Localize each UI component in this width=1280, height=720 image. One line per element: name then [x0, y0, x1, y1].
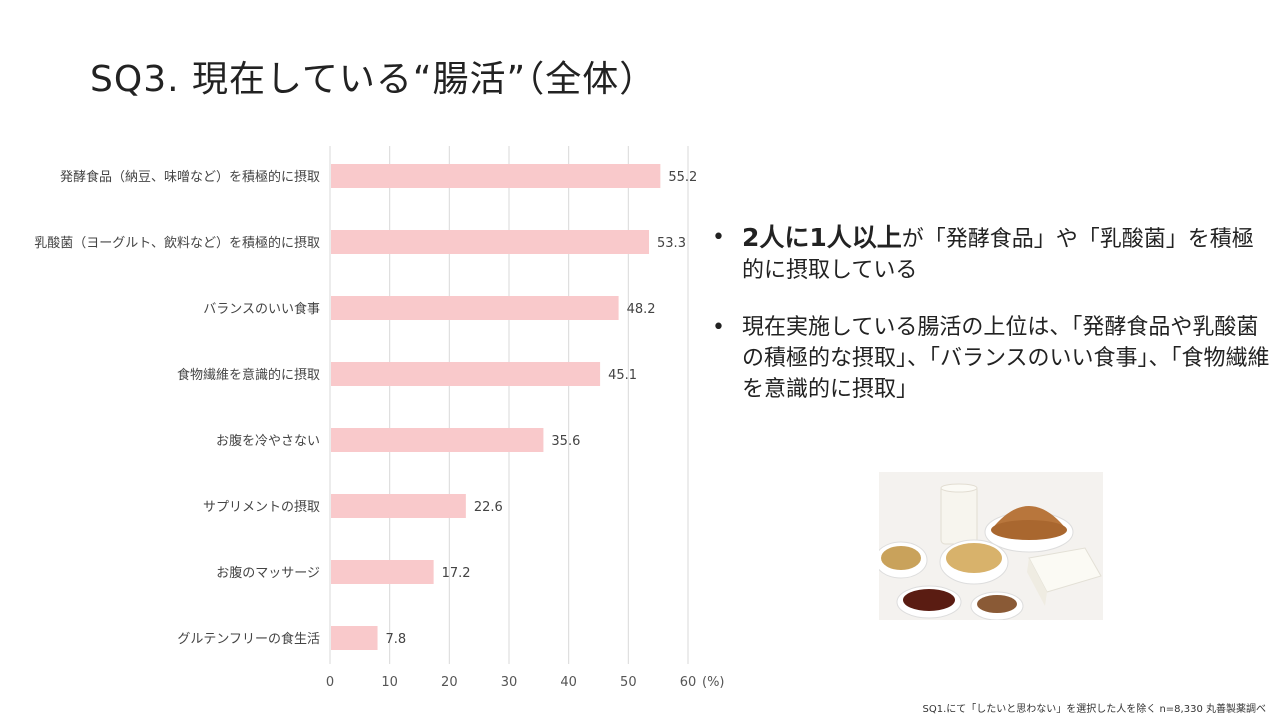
bar: [331, 428, 544, 452]
bar: [331, 626, 378, 650]
category-label: グルテンフリーの食生活: [177, 631, 320, 647]
data-label: 55.2: [668, 170, 697, 185]
x-tick-label: 40: [560, 675, 577, 690]
bar: [331, 164, 661, 188]
x-tick-label: 20: [441, 675, 458, 690]
x-axis-unit: (%): [702, 675, 725, 690]
data-label: 22.6: [474, 500, 503, 515]
category-label: 発酵食品（納豆、味噌など）を積極的に摂取: [60, 169, 320, 185]
category-label: サプリメントの摂取: [203, 499, 320, 515]
bar-chart: 0 10 20 30 40 50 60 (%) 発酵食品（納豆、味噌など）を積極的に摂取 55.2…: [34, 146, 725, 690]
slide-title: SQ3. 現在している“腸活”（全体）: [90, 59, 657, 100]
data-label: 7.8: [386, 632, 407, 647]
bullet-dot: •: [712, 315, 725, 340]
bullet-item-1: • 2人に1人以上が「発酵食品」や「乳酸菌」を積極的に摂取している: [712, 222, 1272, 286]
footnote: SQ1.にて「したいと思わない」を選択した人を除く n=8,330 丸善製薬調べ: [922, 704, 1266, 715]
bar: [331, 230, 650, 254]
x-tick-label: 10: [381, 675, 398, 690]
x-tick-label: 0: [326, 675, 334, 690]
summary-bullets: • 2人に1人以上が「発酵食品」や「乳酸菌」を積極的に摂取している • 現在実施…: [712, 222, 1272, 431]
category-label: 食物繊維を意識的に摂取: [177, 367, 320, 383]
x-tick-label: 60: [680, 675, 697, 690]
bullet-2-text: 現在実施している腸活の上位は、「発酵食品や乳酸菌の積極的な摂取」、「バランスのい…: [742, 315, 1270, 402]
x-tick-label: 50: [620, 675, 637, 690]
bullet-item-2: • 現在実施している腸活の上位は、「発酵食品や乳酸菌の積極的な摂取」、「バランス…: [712, 312, 1272, 405]
category-label: お腹を冷やさない: [216, 433, 320, 449]
x-tick-label: 30: [501, 675, 518, 690]
data-label: 35.6: [551, 434, 580, 449]
category-label: お腹のマッサージ: [216, 565, 320, 581]
bullet-dot: •: [712, 225, 725, 250]
data-label: 48.2: [627, 302, 656, 317]
fermented-foods-photo: [879, 472, 1103, 620]
data-label: 45.1: [608, 368, 637, 383]
category-label: バランスのいい食事: [203, 301, 320, 317]
data-label: 17.2: [442, 566, 471, 581]
bar: [331, 296, 619, 320]
bar: [331, 362, 601, 386]
bullet-1-emphasis: 2人に1人以上: [742, 223, 902, 252]
bar: [331, 494, 466, 518]
category-label: 乳酸菌（ヨーグルト、飲料など）を積極的に摂取: [34, 235, 320, 251]
bar: [331, 560, 434, 584]
bullet-1-text: が「発酵食品」や「乳酸菌」を積極的に摂取している: [742, 227, 1254, 283]
data-label: 53.3: [657, 236, 686, 251]
